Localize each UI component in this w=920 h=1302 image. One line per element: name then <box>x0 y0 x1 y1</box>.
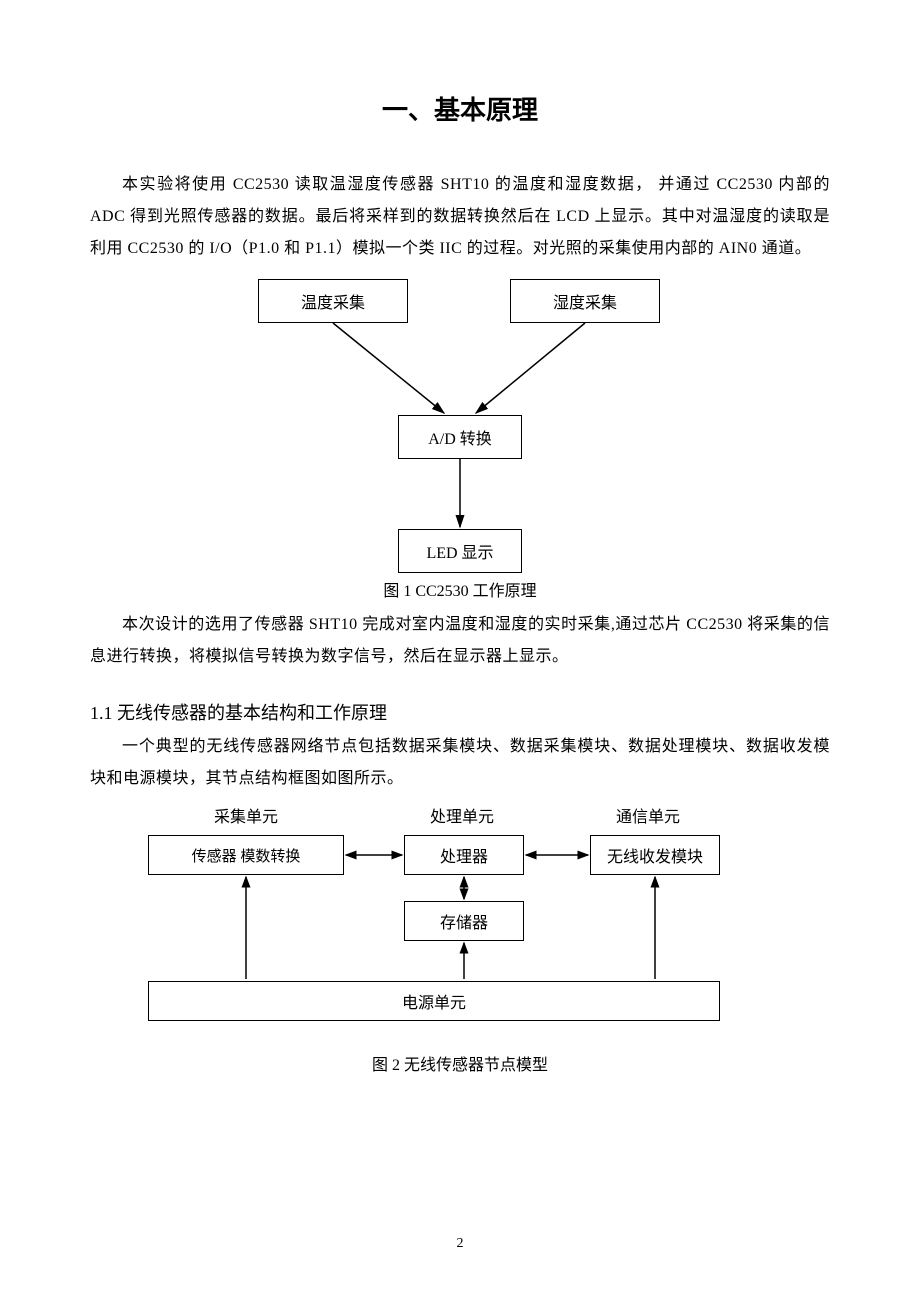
node-ad-convert: A/D 转换 <box>398 415 522 459</box>
page-number: 2 <box>0 1236 920 1252</box>
node-led-display: LED 显示 <box>398 529 522 573</box>
paragraph-1: 本实验将使用 CC2530 读取温湿度传感器 SHT10 的温度和湿度数据， 并… <box>90 169 830 265</box>
node-radio: 无线收发模块 <box>590 835 720 875</box>
label-process-unit: 处理单元 <box>430 803 494 827</box>
page-title: 一、基本原理 <box>90 90 830 127</box>
node-humidity-collect: 湿度采集 <box>510 279 660 323</box>
node-power: 电源单元 <box>148 981 720 1021</box>
diagram-2: 采集单元 处理单元 通信单元 传感器 模数转换 处理器 无线收发模块 存储器 电… <box>140 803 780 1033</box>
figure-2-caption: 图 2 无线传感器节点模型 <box>90 1051 830 1075</box>
figure-1-caption: 图 1 CC2530 工作原理 <box>90 577 830 601</box>
node-processor: 处理器 <box>404 835 524 875</box>
paragraph-2: 本次设计的选用了传感器 SHT10 完成对室内温度和湿度的实时采集,通过芯片 C… <box>90 609 830 673</box>
diagram-1: 温度采集 湿度采集 A/D 转换 LED 显示 <box>230 279 690 559</box>
node-temp-collect: 温度采集 <box>258 279 408 323</box>
section-1-1-heading: 1.1 无线传感器的基本结构和工作原理 <box>90 699 830 725</box>
paragraph-3: 一个典型的无线传感器网络节点包括数据采集模块、数据采集模块、数据处理模块、数据收… <box>90 731 830 795</box>
node-sensor-adc: 传感器 模数转换 <box>148 835 344 875</box>
label-collect-unit: 采集单元 <box>214 803 278 827</box>
node-memory: 存储器 <box>404 901 524 941</box>
label-comm-unit: 通信单元 <box>616 803 680 827</box>
